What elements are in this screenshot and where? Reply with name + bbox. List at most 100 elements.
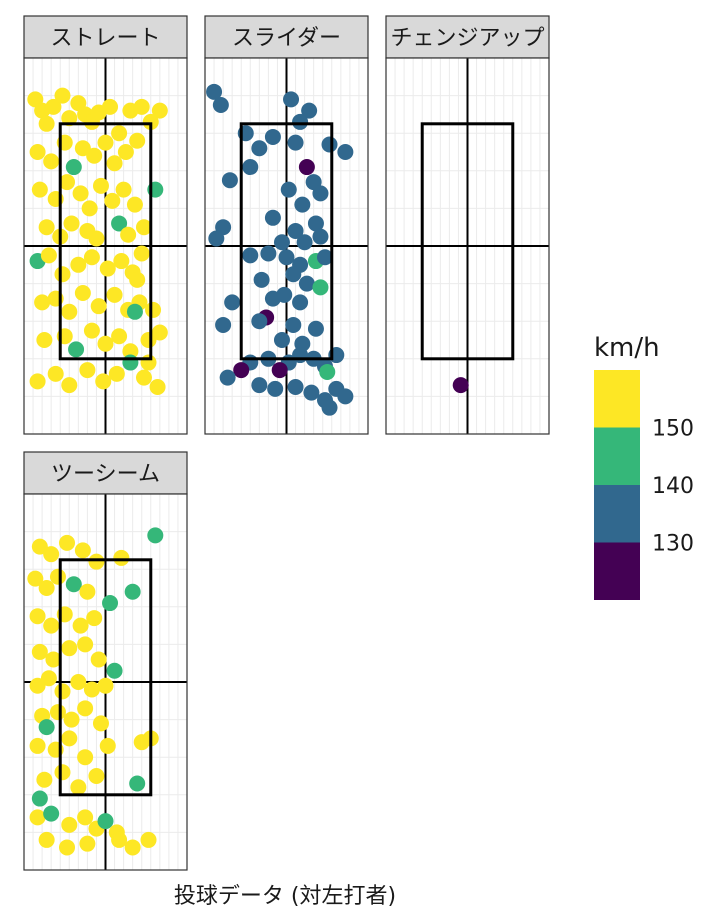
- legend-key-swatch: [594, 370, 640, 428]
- pitch-point: [29, 144, 46, 160]
- panel-border: [204, 57, 369, 435]
- panel-border: [23, 493, 188, 871]
- facet-panel: スライダー: [204, 15, 369, 435]
- pitch-point: [115, 181, 132, 198]
- pitch-point: [97, 677, 114, 694]
- pitch-point: [40, 670, 57, 687]
- pitch-point: [38, 831, 55, 848]
- pitch-point: [224, 294, 241, 311]
- pitch-point: [90, 298, 107, 315]
- pitch-point: [83, 681, 100, 698]
- legend-key-label: 150: [652, 417, 694, 442]
- legend-key-label: 140: [652, 474, 694, 499]
- pitch-point: [63, 215, 80, 232]
- pitch-point: [267, 380, 284, 397]
- legend-key-label: 130: [652, 532, 694, 557]
- pitch-point: [292, 113, 309, 130]
- data-points: [27, 87, 168, 395]
- pitch-point: [292, 347, 309, 364]
- pitch-point: [65, 159, 82, 176]
- pitch-point: [29, 373, 46, 390]
- pitch-point: [97, 813, 114, 830]
- pitch-point: [149, 379, 166, 395]
- pitch-point: [151, 324, 168, 341]
- strike-zone: [420, 122, 515, 361]
- facet-strip: [204, 15, 369, 59]
- facet-panel: ストレート: [23, 15, 188, 435]
- pitch-point: [111, 125, 128, 142]
- pitch-point: [303, 384, 320, 401]
- pitch-point: [29, 809, 46, 826]
- pitch-point: [29, 608, 46, 625]
- pitch-point: [140, 831, 157, 848]
- pitch-point: [70, 256, 87, 273]
- pitch-point: [79, 583, 96, 600]
- pitch-point: [321, 399, 338, 416]
- facet-strip-label: チェンジアップ: [390, 26, 544, 51]
- pitch-point: [38, 719, 55, 736]
- chart-caption: 投球データ (対左打者): [174, 884, 396, 909]
- facet-panel: チェンジアップ: [385, 15, 550, 435]
- pitch-point: [63, 711, 80, 728]
- pitch-point: [99, 737, 116, 754]
- facet-strip-label: ツーシーム: [51, 462, 160, 487]
- pitch-point: [74, 140, 91, 157]
- pitch-point: [129, 775, 146, 792]
- pitch-point: [140, 332, 157, 348]
- pitch-point: [126, 303, 143, 320]
- pitch-point: [260, 245, 277, 262]
- pitch-point: [312, 228, 329, 245]
- pitch-point: [95, 373, 112, 390]
- pitch-point: [215, 316, 232, 333]
- pitch-point: [133, 98, 150, 115]
- pitch-point: [129, 271, 146, 288]
- pitch-point: [113, 549, 130, 566]
- pitch-point: [86, 147, 103, 164]
- pitch-point: [61, 816, 78, 833]
- pitch-point: [97, 134, 114, 151]
- pitch-point: [74, 285, 91, 301]
- pitch-point: [122, 354, 139, 371]
- legend-key-swatch: [594, 427, 640, 485]
- pitch-point: [108, 365, 125, 382]
- pitch-point: [312, 185, 329, 202]
- pitch-point: [102, 98, 119, 115]
- pitch-point: [106, 662, 123, 679]
- pitch-point: [61, 303, 78, 320]
- pitch-point: [77, 700, 94, 717]
- strike-zone: [58, 558, 153, 797]
- pitch-point: [49, 568, 66, 585]
- pitch-point: [54, 87, 71, 104]
- pitch-point: [54, 266, 71, 283]
- pitch-point: [106, 155, 123, 172]
- pitch-point: [142, 113, 159, 130]
- pitch-point: [296, 234, 313, 251]
- pitch-point: [77, 749, 94, 766]
- pitch-point: [34, 294, 51, 311]
- pitch-point: [319, 363, 336, 380]
- pitch-point: [111, 215, 128, 232]
- pitch-point: [61, 730, 78, 747]
- pitch-point: [212, 97, 229, 113]
- pitch-point: [145, 301, 162, 318]
- facet-strip: [23, 451, 188, 495]
- pitch-point: [97, 335, 114, 352]
- pitch-point: [111, 831, 128, 848]
- pitch-point: [251, 140, 268, 157]
- pitch-point: [298, 275, 315, 292]
- pitch-point: [206, 83, 223, 100]
- pitch-point: [92, 177, 109, 194]
- pitch-point: [68, 341, 85, 358]
- facet-panel: ツーシーム: [23, 451, 188, 871]
- pitch-point: [208, 230, 225, 247]
- pitch-point: [147, 527, 164, 544]
- pitch-point: [111, 328, 128, 345]
- pitch-point: [312, 279, 329, 296]
- pitch-point: [79, 362, 96, 379]
- pitch-point: [86, 610, 103, 627]
- strike-zone: [239, 122, 334, 361]
- pitch-point: [43, 546, 60, 563]
- pitch-point: [70, 779, 87, 796]
- pitch-point: [77, 809, 94, 826]
